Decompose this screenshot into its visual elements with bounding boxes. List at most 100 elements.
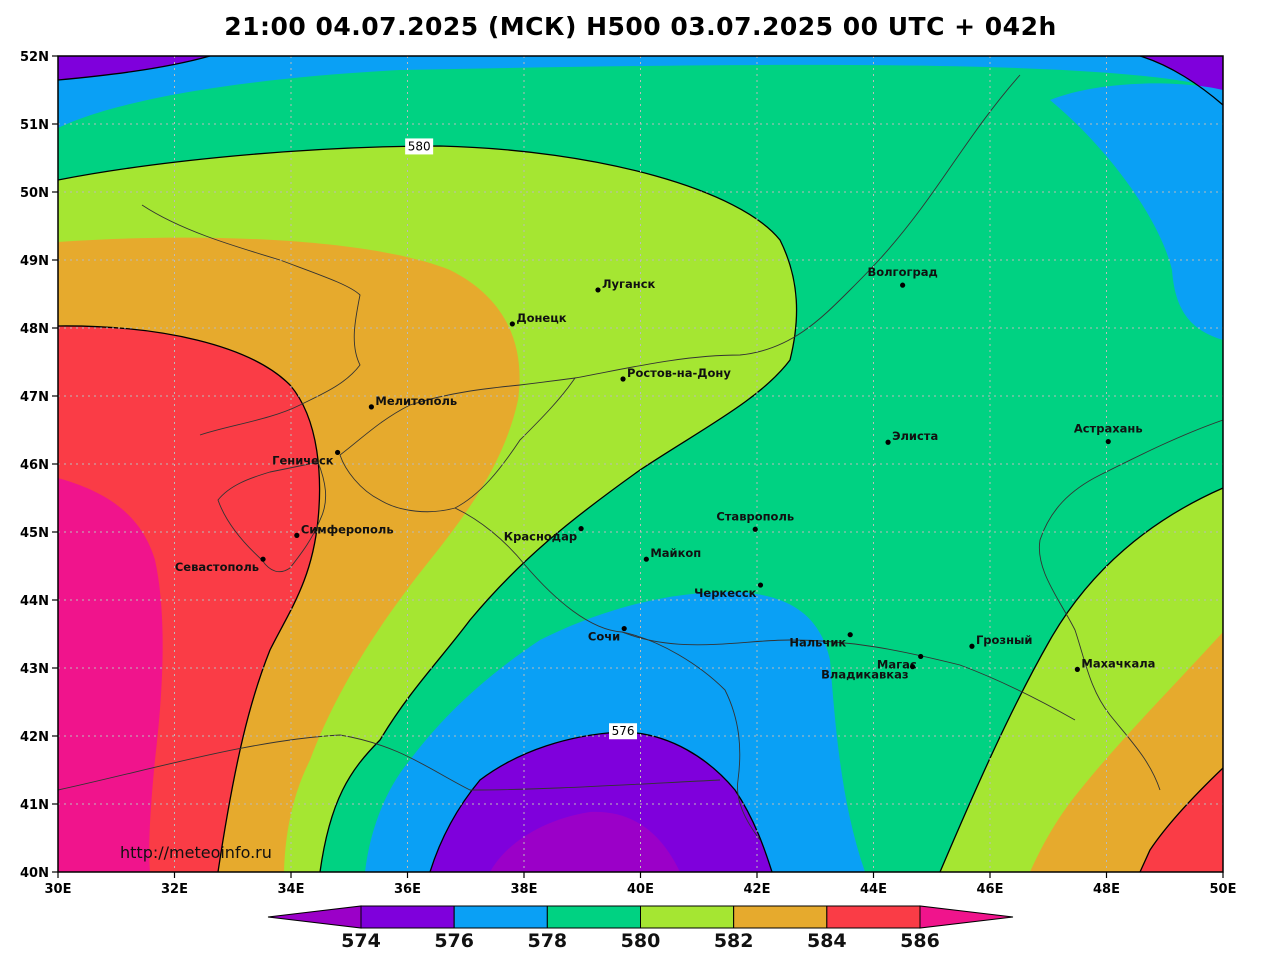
- city-dot: [847, 632, 853, 638]
- lat-label-40N: 40N: [20, 866, 49, 881]
- city-dot: [294, 532, 300, 539]
- fill-586-588-east: [1140, 768, 1223, 872]
- lat-label-48N: 48N: [20, 322, 49, 337]
- city-label: Магас: [877, 657, 917, 671]
- city-dot: [621, 625, 627, 632]
- city-dot: [578, 526, 584, 532]
- fill-584-586-east: [1030, 632, 1223, 872]
- city-label: Элиста: [892, 429, 938, 443]
- city-label: Нальчик: [789, 636, 846, 650]
- isoline-576-north-west: [58, 56, 211, 81]
- colorbar-segment: [826, 905, 921, 929]
- city-label: Севастополь: [175, 560, 259, 574]
- city-label: Астрахань: [1074, 422, 1143, 436]
- isoline-label-bg: [405, 138, 434, 155]
- lat-label-44N: 44N: [20, 594, 49, 609]
- city-label: Волгоград: [867, 265, 937, 279]
- colorbar-label-586: 586: [900, 930, 940, 952]
- fill-576-578-north-east: [1140, 56, 1223, 105]
- city-label: Грозный: [976, 633, 1033, 647]
- azov-coastline: [339, 377, 576, 513]
- lon-label-50E: 50E: [1210, 882, 1237, 897]
- crimea-coastline: [217, 461, 327, 573]
- lat-label-51N: 51N: [20, 118, 49, 133]
- city-dot: [885, 439, 891, 445]
- city-label: Краснодар: [504, 530, 577, 544]
- lat-label-46N: 46N: [20, 458, 49, 473]
- city-dot: [643, 556, 649, 562]
- lat-label-50N: 50N: [20, 186, 49, 201]
- lat-label-45N: 45N: [20, 526, 49, 541]
- graticule: [58, 56, 1223, 872]
- isoline-584-east: [1139, 767, 1223, 872]
- city-label: Луганск: [602, 277, 656, 291]
- fill-576-578-south: [430, 732, 772, 872]
- caucasus-border: [621, 631, 1076, 721]
- colorbar-label-576: 576: [434, 930, 474, 952]
- isoline-label-bg: [609, 723, 638, 740]
- isoline-584-west: [58, 325, 321, 872]
- lon-label-30E: 30E: [45, 882, 72, 897]
- colorbar-segment: [733, 905, 828, 929]
- city-dot: [909, 664, 916, 670]
- city-dot: [260, 556, 266, 562]
- city-label: Симферополь: [301, 522, 394, 536]
- fill-588-above: [58, 478, 163, 872]
- isoline-label-580: 580: [408, 139, 431, 153]
- lon-label-48E: 48E: [1093, 882, 1120, 897]
- dnipro-river: [141, 204, 361, 436]
- city-dot: [752, 526, 758, 532]
- fill-576-578-north-west: [58, 56, 210, 80]
- city-dot: [1074, 666, 1080, 672]
- caspian-coastline: [1038, 419, 1223, 791]
- city-dot: [335, 449, 341, 456]
- colorbar-segment: [640, 905, 735, 929]
- coastlines-borders: [58, 74, 1223, 841]
- lon-label-34E: 34E: [278, 882, 305, 897]
- lat-label-43N: 43N: [20, 662, 49, 677]
- city-label: Черкесск: [694, 586, 757, 600]
- colorbar-label-584: 584: [807, 930, 847, 952]
- lat-label-42N: 42N: [20, 730, 49, 745]
- lon-label-36E: 36E: [394, 882, 421, 897]
- city-dot: [595, 287, 601, 293]
- colorbar-label-578: 578: [527, 930, 567, 952]
- city-label: Ростов-на-Дону: [627, 366, 731, 380]
- isoline-label-576: 576: [612, 724, 635, 738]
- lat-label-47N: 47N: [20, 390, 49, 405]
- colorbar-segment: [546, 905, 641, 929]
- city-label: Геническ: [272, 453, 334, 467]
- city-dot: [368, 404, 374, 410]
- lon-label-46E: 46E: [977, 882, 1004, 897]
- fill-574-576-south: [490, 811, 680, 872]
- colorbar-label-582: 582: [714, 930, 754, 952]
- city-label: Владикавказ: [821, 668, 908, 682]
- lat-label-41N: 41N: [20, 798, 49, 813]
- colorbar-label-574: 574: [341, 930, 381, 952]
- map-title: 21:00 04.07.2025 (МСК) H500 03.07.2025 0…: [224, 12, 1057, 41]
- don-volga-river: [574, 74, 1021, 379]
- lon-label-42E: 42E: [744, 882, 771, 897]
- city-label: Майкоп: [650, 546, 701, 560]
- colorbar-high-extension: [919, 905, 1014, 929]
- black-sea-east-coastline: [454, 507, 761, 841]
- city-dot: [918, 653, 924, 660]
- turkey-coast: [58, 734, 721, 791]
- lon-label-32E: 32E: [161, 882, 188, 897]
- colorbar: 574 576 578 580 582 584 586: [267, 905, 1014, 952]
- isoline-580-east: [939, 487, 1223, 872]
- city-label: Мелитополь: [375, 394, 457, 408]
- colorbar-low-extension: [267, 905, 362, 929]
- city-dot: [509, 321, 515, 327]
- colorbar-label-580: 580: [621, 930, 661, 952]
- city-dot: [969, 643, 975, 649]
- isoline-576-north-east: [1139, 56, 1223, 106]
- city-dot: [1105, 438, 1111, 445]
- watermark: http://meteoinfo.ru: [120, 843, 272, 862]
- colorbar-segment: [360, 905, 455, 929]
- axes: 30E 32E 34E 36E 38E 40E 42E 44E 46E 48E 50E 40N 41N 4…: [20, 50, 1236, 897]
- city-label: Ставрополь: [716, 509, 794, 523]
- lon-label-40E: 40E: [627, 882, 654, 897]
- colorbar-segment: [453, 905, 548, 929]
